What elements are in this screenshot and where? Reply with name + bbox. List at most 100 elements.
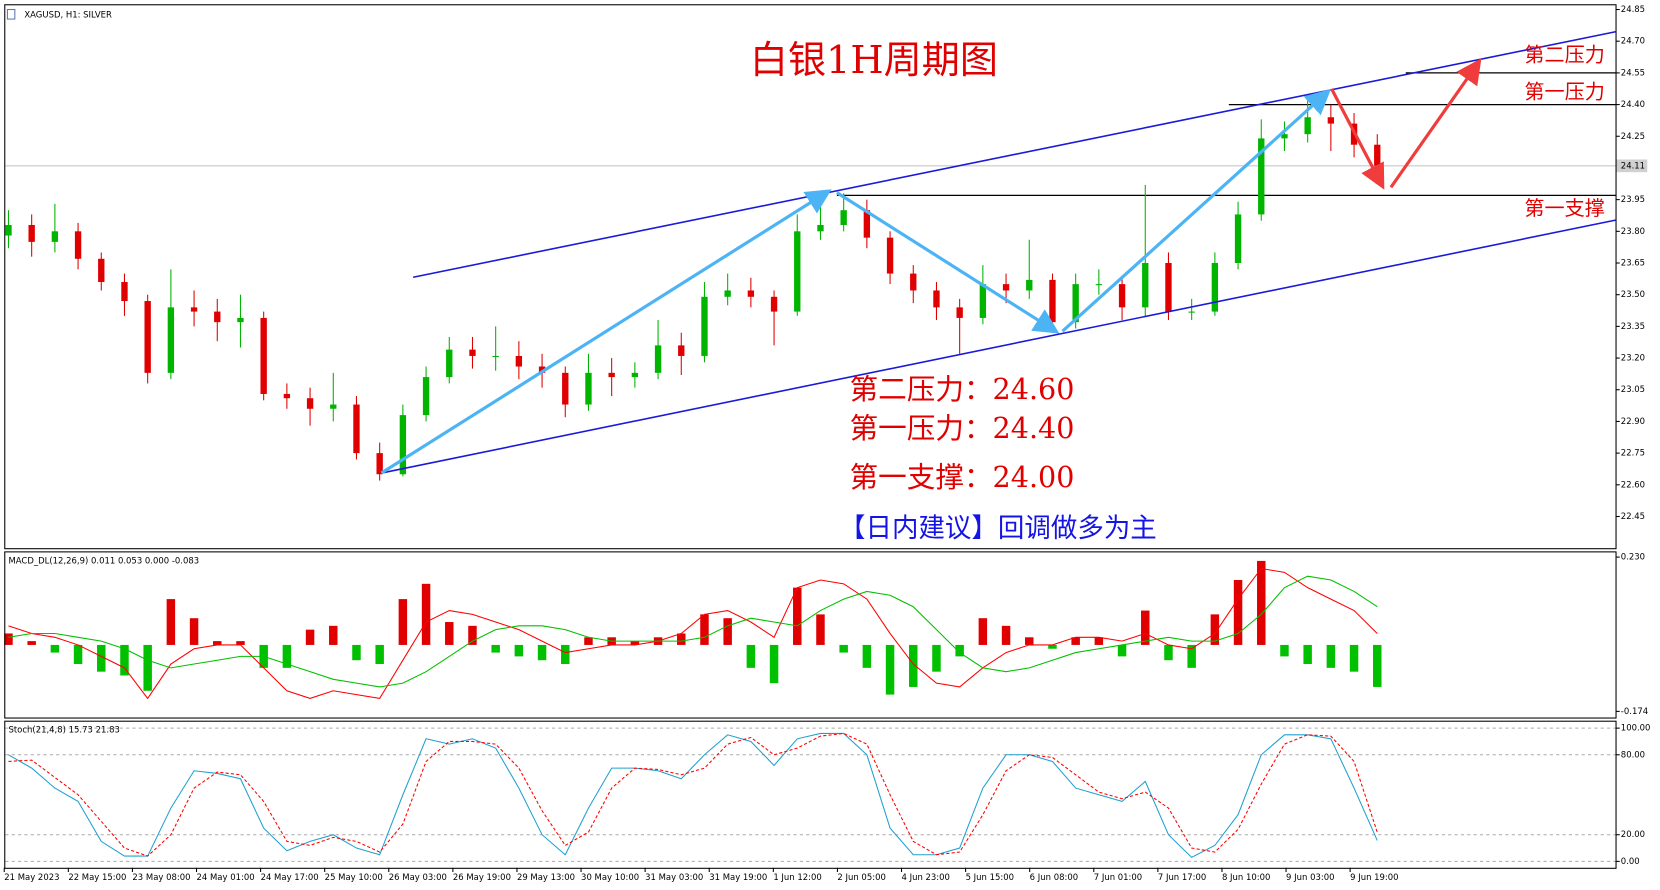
candle-body [538, 366, 546, 373]
candle-body [98, 258, 105, 283]
annotation: 第一压力：24.40 [850, 411, 1075, 445]
candle-body [1374, 144, 1381, 166]
candle-body [840, 210, 847, 225]
candle-body [1072, 284, 1079, 323]
candle-body [330, 404, 337, 409]
candle-body [562, 372, 569, 405]
candle-body [747, 290, 755, 297]
candle-body [933, 290, 940, 308]
candle-body [585, 372, 592, 405]
y-tick-label: 23.80 [1621, 226, 1645, 236]
candle-body [283, 393, 291, 399]
candle-body [376, 453, 383, 475]
y-tick-label: 22.90 [1621, 416, 1645, 426]
channel-upper [412, 30, 1616, 279]
candle-body [190, 307, 198, 312]
red-arrows [1330, 58, 1482, 190]
histogram-bar [1025, 637, 1034, 645]
histogram-bar [1187, 644, 1196, 668]
x-tick-label: 21 May 2023 [4, 872, 59, 882]
histogram-bar [746, 644, 756, 668]
histogram-bar [352, 644, 361, 661]
histogram-bar [282, 644, 292, 668]
histogram-bar [445, 622, 454, 645]
histogram-bar [120, 644, 129, 676]
indicator-line [8, 567, 1378, 700]
histogram-bar [1164, 644, 1173, 661]
side-label: 第二压力 [1524, 43, 1604, 67]
histogram-bar [236, 641, 245, 645]
x-tick-label: 31 May 19:00 [709, 872, 767, 882]
y-tick-label: 80.00 [1621, 749, 1645, 759]
histogram-bar [700, 614, 709, 645]
y-tick-label: 0.00 [1621, 856, 1640, 866]
histogram-bar [909, 644, 918, 687]
y-tick-label: 24.40 [1621, 99, 1645, 109]
x-tick-label: 5 Jun 15:00 [966, 872, 1014, 882]
x-tick-label: 1 Jun 12:00 [773, 872, 821, 882]
candle-body [306, 398, 314, 409]
candle-body [678, 345, 685, 356]
histogram-bar [677, 633, 686, 645]
candle-body [399, 415, 407, 475]
histogram-bar [166, 599, 176, 645]
y-tick-label: 0.230 [1621, 552, 1645, 562]
candle-body [260, 317, 267, 394]
y-tick-label: 24.25 [1621, 131, 1645, 141]
histogram-bar [491, 644, 500, 653]
candle-body [910, 273, 917, 291]
histogram-bar [793, 587, 802, 645]
current-price-box [1615, 159, 1648, 173]
candle-body [5, 224, 12, 236]
y-tick-label: 22.60 [1621, 479, 1645, 489]
histogram-bar [1326, 644, 1336, 668]
price-panel [4, 4, 1617, 550]
histogram-bar [1373, 644, 1382, 687]
x-tick-label: 9 Jun 19:00 [1350, 872, 1398, 882]
candle-body [422, 377, 430, 416]
y-tick-label: 22.45 [1621, 511, 1645, 521]
histogram-bar [978, 618, 988, 645]
y-tick-label: 23.05 [1621, 384, 1645, 394]
histogram-bar [329, 625, 338, 645]
candle-body [1188, 311, 1195, 313]
candle-body [770, 296, 778, 312]
x-tick-label: 7 Jun 01:00 [1094, 872, 1142, 882]
histogram-bar [398, 599, 408, 645]
candle-body [28, 224, 35, 242]
candle-body [817, 224, 824, 232]
histogram-bar [1257, 560, 1266, 645]
y-tick-label: 23.95 [1621, 194, 1645, 204]
x-tick-label: 25 May 10:00 [325, 872, 383, 882]
annotation: 第二压力：24.60 [850, 372, 1075, 406]
histogram-bar [1210, 614, 1220, 645]
arrow [1061, 88, 1332, 333]
x-tick-label: 22 May 15:00 [68, 872, 126, 882]
histogram-bar [1233, 580, 1243, 645]
histogram-bar [97, 644, 106, 672]
histogram-bar [27, 641, 36, 645]
histogram-bar [769, 644, 779, 684]
candle-body [794, 231, 801, 312]
x-tick-label: 8 Jun 10:00 [1222, 872, 1270, 882]
candle-body [144, 301, 151, 373]
candle-body [863, 210, 871, 238]
chart-title: 白银1H周期图 [750, 38, 998, 82]
stoch-panel [4, 720, 1617, 869]
candle-body [469, 349, 476, 356]
y-tick-label: 24.85 [1621, 4, 1645, 14]
x-tick-label: 2 Jun 05:00 [837, 872, 885, 882]
histogram-bar [816, 614, 825, 645]
candle-body [1142, 263, 1149, 308]
histogram-bar [537, 644, 547, 661]
y-tick-label: 22.75 [1621, 448, 1645, 458]
x-tick-label: 9 Jun 03:00 [1286, 872, 1334, 882]
candle-body [1304, 117, 1311, 135]
histogram-bar [468, 625, 477, 645]
candle-body [886, 237, 894, 274]
candle-body [515, 355, 523, 367]
candle-body [608, 372, 615, 378]
histogram-bar [885, 644, 895, 695]
symbol-label: XAGUSD, H1: SILVER [24, 9, 112, 19]
x-tick-label: 6 Jun 08:00 [1030, 872, 1078, 882]
